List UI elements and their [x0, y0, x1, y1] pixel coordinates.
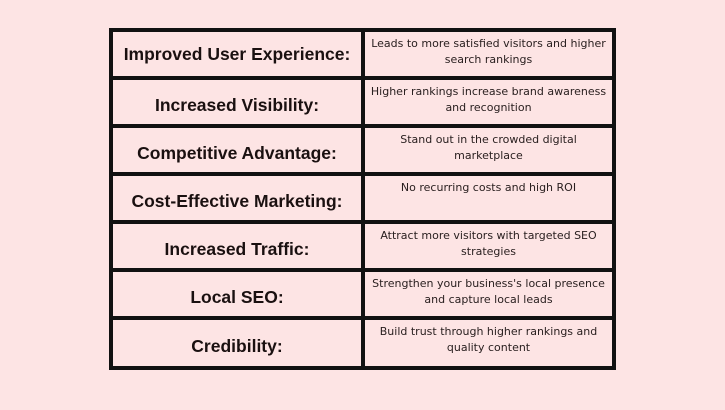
row-description: Leads to more satisfied visitors and hig… [365, 32, 612, 76]
row-label: Competitive Advantage: [113, 128, 361, 172]
row-description: No recurring costs and high ROI [365, 176, 612, 220]
row-label: Local SEO: [113, 272, 361, 316]
row-description: Strengthen your business's local presenc… [365, 272, 612, 316]
benefits-table: Improved User Experience: Leads to more … [109, 28, 616, 370]
row-description: Higher rankings increase brand awareness… [365, 80, 612, 124]
row-label: Increased Visibility: [113, 80, 361, 124]
row-description: Build trust through higher rankings and … [365, 320, 612, 366]
row-label: Credibility: [113, 320, 361, 366]
row-description: Stand out in the crowded digital marketp… [365, 128, 612, 172]
row-description: Attract more visitors with targeted SEO … [365, 224, 612, 268]
row-label: Increased Traffic: [113, 224, 361, 268]
row-label: Cost-Effective Marketing: [113, 176, 361, 220]
row-label: Improved User Experience: [113, 32, 361, 76]
